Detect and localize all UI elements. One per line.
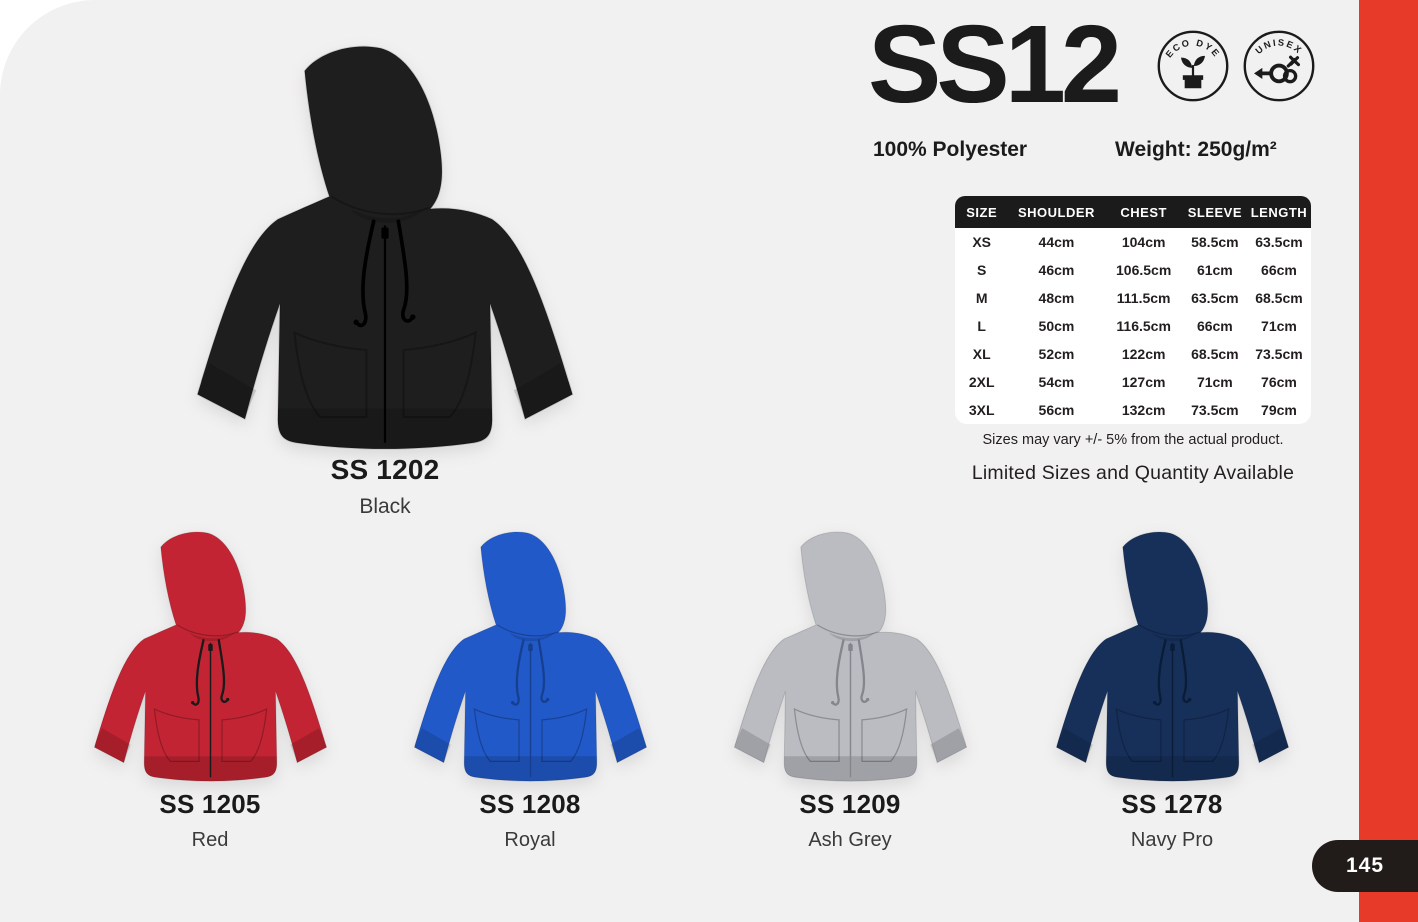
- size-chart-header-size: SIZE: [955, 196, 1009, 228]
- size-cell: 2XL: [968, 374, 995, 390]
- product-color-name: Royal: [504, 829, 556, 851]
- size-cell: 79cm: [1261, 402, 1297, 418]
- product-series-title: SS12: [868, 3, 1122, 126]
- availability-note: Limited Sizes and Quantity Available: [971, 462, 1295, 484]
- product-code: SS 1202: [330, 454, 440, 485]
- size-cell: M: [975, 290, 988, 306]
- badge-ring: [1243, 30, 1315, 102]
- product-card-ss1205: SS 1205 Red: [60, 528, 360, 852]
- size-cell: 68.5cm: [1255, 290, 1303, 306]
- page-number-badge: 145: [1312, 840, 1418, 892]
- size-row-l: L 50cm 116.5cm 66cm 71cm: [955, 312, 1311, 340]
- size-chart-header-sleeve: SLEEVE: [1182, 196, 1247, 228]
- size-cell: 56cm: [1038, 402, 1075, 418]
- size-cell: XS: [972, 234, 992, 250]
- weight-spec: Weight: 250g/m²: [1115, 138, 1277, 161]
- size-row-xs: XS 44cm 104cm 58.5cm 63.5cm: [955, 228, 1311, 256]
- size-cell: 76cm: [1261, 374, 1297, 390]
- product-color-name: Black: [359, 495, 411, 518]
- hoodie-image-royal: [388, 528, 673, 783]
- product-color-name: Navy Pro: [1130, 829, 1214, 851]
- size-chart: SIZE SHOULDER CHEST SLEEVE LENGTH XS 44c…: [955, 196, 1311, 424]
- product-code: SS 1208: [479, 789, 581, 819]
- size-cell: 122cm: [1121, 346, 1166, 362]
- size-cell: 46cm: [1038, 262, 1075, 278]
- svg-text:ECO DYE: ECO DYE: [1164, 38, 1222, 60]
- size-cell: 52cm: [1038, 346, 1075, 362]
- unisex-gender-icon: [1254, 55, 1300, 84]
- size-row-3xl: 3XL 56cm 132cm 73.5cm 79cm: [955, 396, 1311, 424]
- size-chart-header-row: SIZE SHOULDER CHEST SLEEVE LENGTH: [955, 196, 1311, 228]
- size-row-s: S 46cm 106.5cm 61cm 66cm: [955, 256, 1311, 284]
- size-cell: 63.5cm: [1191, 290, 1239, 306]
- product-color-name: Red: [191, 829, 229, 851]
- eco-dye-icon: [1180, 55, 1206, 89]
- size-row-2xl: 2XL 54cm 127cm 71cm 76cm: [955, 368, 1311, 396]
- size-chart-table: SIZE SHOULDER CHEST SLEEVE LENGTH XS 44c…: [955, 196, 1311, 424]
- eco-dye-badge-label: ECO DYE: [1164, 38, 1221, 60]
- size-cell: 44cm: [1038, 234, 1075, 250]
- size-chart-header-length: LENGTH: [1246, 196, 1311, 228]
- size-cell: 66cm: [1261, 262, 1297, 278]
- size-chart-header-chest: CHEST: [1104, 196, 1183, 228]
- size-row-m: M 48cm 111.5cm 63.5cm 68.5cm: [955, 284, 1311, 312]
- right-accent-stripe: [1359, 0, 1418, 922]
- size-cell: 73.5cm: [1191, 402, 1239, 418]
- size-variance-note: Sizes may vary +/- 5% from the actual pr…: [982, 432, 1284, 448]
- product-card-ss1208: SS 1208 Royal: [380, 528, 680, 852]
- product-card-ss1209: SS 1209 Ash Grey: [700, 528, 1000, 852]
- hoodie-image-red: [68, 528, 353, 783]
- product-code: SS 1205: [159, 789, 261, 819]
- hoodie-image-navy-pro: [1030, 528, 1315, 783]
- hoodie-image-ash-grey: [708, 528, 993, 783]
- product-code: SS 1209: [799, 789, 901, 819]
- hoodie-image-black: [170, 40, 600, 452]
- size-cell: L: [977, 318, 986, 334]
- unisex-badge-label: UNISEX: [1254, 37, 1303, 56]
- size-cell: 71cm: [1261, 318, 1297, 334]
- size-cell: 132cm: [1121, 402, 1166, 418]
- size-cell: 54cm: [1038, 374, 1075, 390]
- size-row-xl: XL 52cm 122cm 68.5cm 73.5cm: [955, 340, 1311, 368]
- size-cell: 58.5cm: [1191, 234, 1239, 250]
- size-cell: 106.5cm: [1116, 262, 1172, 278]
- size-cell: 127cm: [1121, 374, 1166, 390]
- size-cell: 104cm: [1121, 234, 1166, 250]
- size-cell: S: [977, 262, 987, 278]
- size-cell: 116.5cm: [1116, 318, 1171, 334]
- size-cell: 68.5cm: [1191, 346, 1239, 362]
- page-number: 145: [1345, 854, 1385, 877]
- size-cell: 61cm: [1196, 262, 1233, 278]
- product-color-name: Ash Grey: [808, 829, 892, 851]
- product-code: SS 1278: [1121, 789, 1223, 819]
- size-cell: 71cm: [1196, 374, 1233, 390]
- product-card-ss1278: SS 1278 Navy Pro: [1022, 528, 1322, 852]
- size-chart-header-shoulder: SHOULDER: [1008, 196, 1105, 228]
- size-cell: 63.5cm: [1255, 234, 1303, 250]
- size-cell: XL: [972, 346, 991, 362]
- size-cell: 50cm: [1038, 318, 1075, 334]
- product-card-ss1202: SS 1202 Black: [170, 40, 600, 519]
- material-spec: 100% Polyester: [873, 138, 1028, 161]
- svg-text:UNISEX: UNISEX: [1254, 37, 1305, 56]
- badge-ring: [1157, 30, 1229, 102]
- size-cell: 48cm: [1038, 290, 1075, 306]
- size-cell: 3XL: [968, 402, 995, 418]
- eco-dye-badge: ECO DYE: [1157, 30, 1229, 102]
- size-cell: 73.5cm: [1255, 346, 1303, 362]
- size-cell: 66cm: [1196, 318, 1233, 334]
- size-cell: 111.5cm: [1116, 290, 1171, 306]
- unisex-badge: UNISEX: [1243, 30, 1315, 102]
